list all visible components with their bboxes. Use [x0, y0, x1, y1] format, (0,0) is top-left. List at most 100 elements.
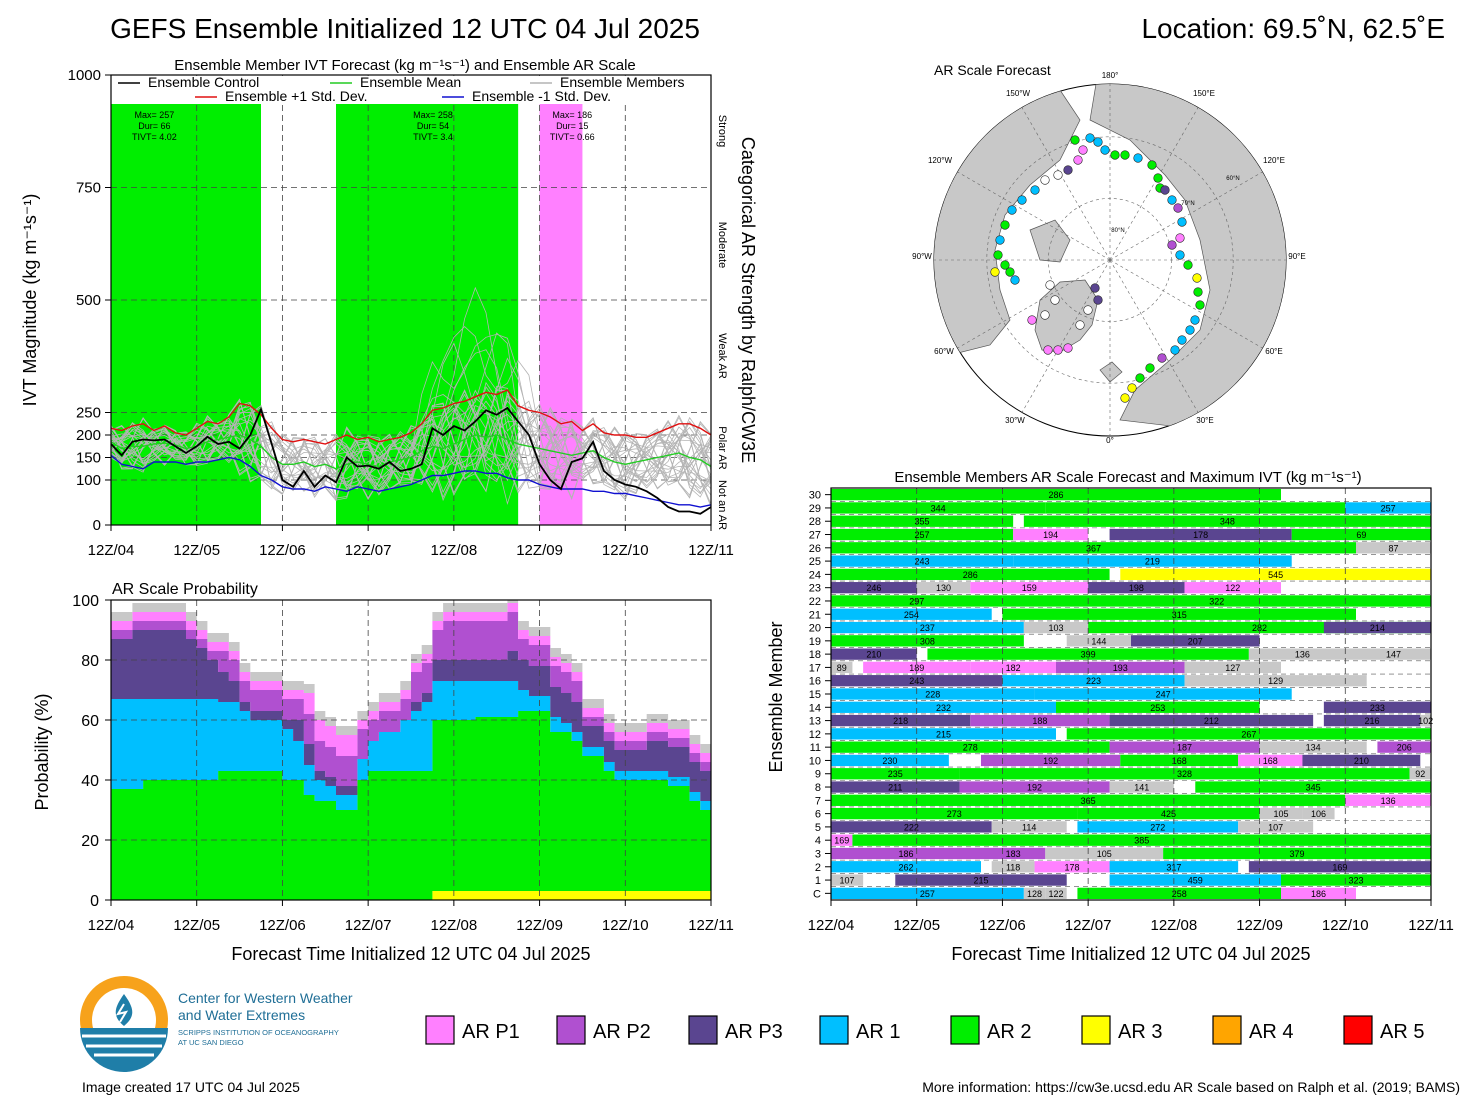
legend-swatch-ar-p2 [556, 1015, 586, 1045]
map-ar-marker [1053, 345, 1063, 355]
member-max-ivt: 286 [1048, 490, 1063, 500]
map-ar-marker [1110, 150, 1120, 160]
map-ar-marker [1030, 185, 1040, 195]
legend-swatch-ar-1 [819, 1015, 849, 1045]
member-max-ivt: 192 [1043, 756, 1058, 766]
member-ar-bar [1184, 582, 1281, 594]
member-max-ivt: 134 [1306, 743, 1321, 753]
member-ar-bar [831, 621, 1024, 634]
member-ar-bar [852, 834, 1431, 846]
map-ar-marker [1160, 185, 1170, 195]
member-max-ivt: 322 [1209, 596, 1224, 606]
member-ar-bar [1109, 741, 1260, 753]
member-xtick-label: 12Z/06 [979, 917, 1026, 934]
map-ar-marker [1153, 173, 1163, 183]
member-max-ivt: 105 [1097, 849, 1112, 859]
footer-info: More information: https://cw3e.ucsd.edu … [922, 1079, 1460, 1095]
member-row-label: 28 [809, 516, 821, 528]
prob-ytick-label: 60 [81, 713, 99, 730]
member-ar-bar [831, 555, 1014, 567]
ivt-event-shade [336, 104, 519, 525]
member-max-ivt: 328 [1177, 769, 1192, 779]
member-ar-bar [1259, 741, 1367, 753]
map-ar-marker [995, 235, 1005, 245]
map-ar-marker [1093, 295, 1103, 305]
member-ar-bar [1281, 874, 1431, 886]
member-ar-bar [1302, 807, 1335, 820]
member-xtick-label: 12Z/09 [1236, 917, 1283, 934]
member-xtick-label: 12Z/04 [808, 917, 855, 934]
member-max-ivt: 367 [1086, 543, 1101, 553]
logo-line1: Center for Western Weather [178, 990, 353, 1006]
map-ar-marker [1070, 135, 1080, 145]
member-max-ivt: 237 [920, 623, 935, 633]
ivt-xtick-label: 12Z/07 [345, 542, 392, 559]
member-ar-bar [1131, 635, 1260, 647]
member-max-ivt: 211 [888, 783, 902, 793]
member-row-label: 21 [809, 609, 821, 621]
map-arctic-islands [1029, 219, 1071, 263]
member-ar-bar [1002, 595, 1431, 607]
member-max-ivt: 194 [1043, 530, 1058, 540]
ivt-ytick-label: 200 [76, 427, 101, 444]
member-max-ivt: 188 [1032, 716, 1047, 726]
member-ar-bar [1356, 648, 1431, 660]
member-row-label: 27 [809, 530, 821, 542]
prob-xlabel: Forecast Time Initialized 12 UTC 04 Jul … [231, 944, 590, 964]
member-ar-bar [831, 847, 981, 860]
member-row-label: 16 [809, 676, 821, 688]
ivt-ytick-label: 0 [93, 517, 101, 534]
prob-xtick-label: 12Z/05 [173, 917, 220, 934]
member-ar-bar [991, 861, 1035, 873]
member-ar-bar [1066, 728, 1431, 740]
member-max-ivt: 286 [963, 570, 978, 580]
member-xtick-label: 12Z/08 [1151, 917, 1198, 934]
member-max-ivt: 278 [963, 743, 978, 753]
prob-ytick-label: 20 [81, 833, 99, 850]
legend-label: AR P2 [593, 1021, 651, 1043]
member-max-ivt: 187 [1177, 743, 1192, 753]
members-xlabel: Forecast Time Initialized 12 UTC 04 Jul … [951, 944, 1310, 964]
map-ar-marker [1167, 240, 1177, 250]
member-max-ivt: 262 [898, 862, 913, 872]
member-ar-bar [1163, 847, 1431, 860]
map-ar-marker [1193, 287, 1203, 297]
member-row-label: 29 [809, 503, 821, 515]
member-row-label: 22 [809, 596, 821, 608]
member-max-ivt: 257 [915, 530, 930, 540]
member-max-ivt: 212 [1204, 716, 1219, 726]
member-row-label: 13 [809, 716, 821, 728]
map-meridian [957, 259, 1111, 349]
member-ar-bar [1045, 847, 1164, 860]
cw3e-logo: Center for Western Weather and Water Ext… [80, 976, 353, 1072]
member-ar-bar [981, 847, 1046, 860]
prob-ytick-label: 80 [81, 653, 99, 670]
member-max-ivt: 235 [888, 769, 903, 779]
member-row-label: 10 [809, 755, 821, 767]
prob-ytick-label: 100 [72, 593, 99, 610]
member-ar-bar [970, 582, 1089, 594]
member-row-label: 2 [815, 862, 821, 874]
prob-area-ar-p1 [111, 603, 711, 768]
member-ar-bar [831, 608, 992, 620]
member-max-ivt: 144 [1091, 636, 1106, 646]
member-row-label: 24 [809, 569, 821, 581]
map-meridian [1021, 107, 1111, 261]
member-xtick-label: 12Z/07 [1065, 917, 1112, 934]
map-lon-label: 150°W [1006, 89, 1031, 98]
member-max-ivt: 141 [1134, 783, 1149, 793]
member-max-ivt: 193 [1113, 663, 1128, 673]
member-max-ivt: 178 [1065, 862, 1080, 872]
prob-area-ar-3 [111, 891, 711, 900]
member-ar-bar [1281, 887, 1356, 899]
member-ar-bar [1013, 555, 1292, 567]
member-max-ivt: 136 [1295, 650, 1310, 660]
probability-panel: AR Scale Probability 0 20 40 60 80 100 12Z/04… [32, 581, 734, 964]
ivt-right-category: Polar AR [716, 426, 728, 469]
members-panel: Ensemble Members AR Scale Forecast and M… [766, 469, 1454, 964]
legend-label: AR 5 [1380, 1021, 1424, 1043]
legend-swatch-ar-3 [1081, 1015, 1111, 1045]
ivt-ytick-label: 1000 [68, 67, 101, 84]
ivt-minus-sd-line [110, 454, 712, 508]
map-ar-marker [1005, 267, 1015, 277]
